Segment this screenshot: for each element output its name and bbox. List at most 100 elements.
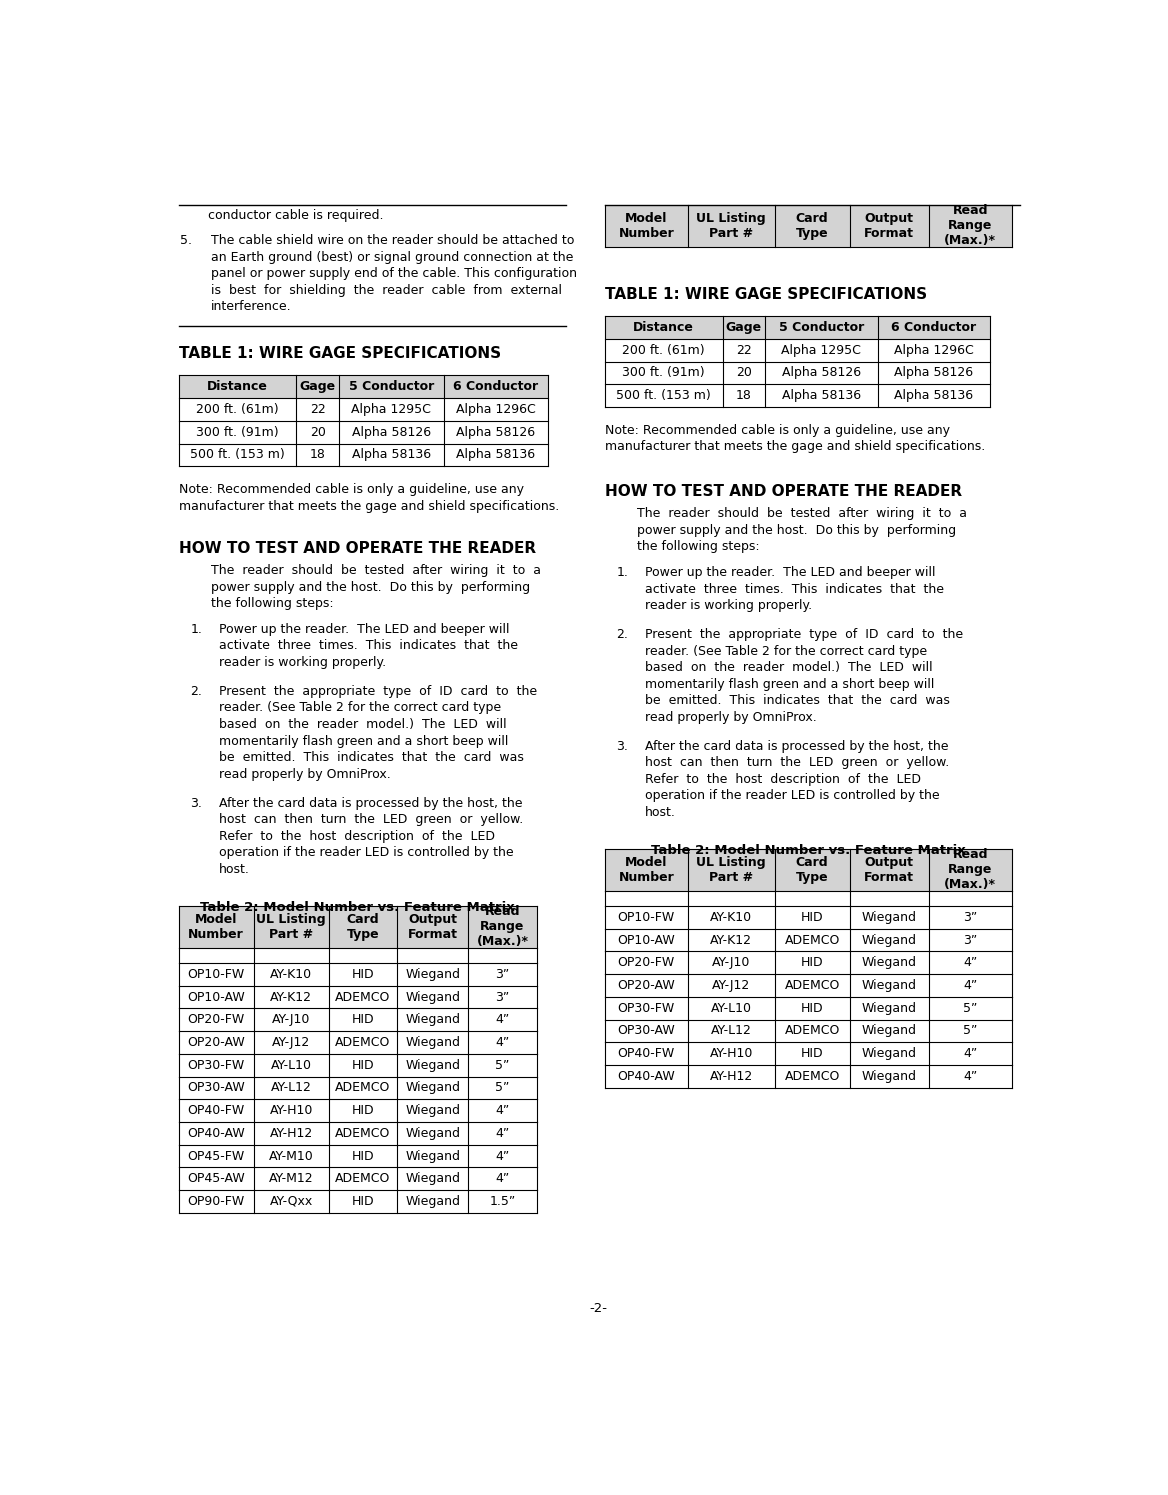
Text: 18: 18 <box>736 389 752 402</box>
Text: After the card data is processed by the host, the: After the card data is processed by the … <box>218 797 522 810</box>
Text: host  can  then  turn  the  LED  green  or  yellow.: host can then turn the LED green or yell… <box>645 756 950 770</box>
Text: Wiegand: Wiegand <box>405 1058 460 1072</box>
Text: power supply and the host.  Do this by  performing: power supply and the host. Do this by pe… <box>211 580 530 594</box>
Text: Alpha 58126: Alpha 58126 <box>895 366 973 380</box>
Text: Power up the reader.  The LED and beeper will: Power up the reader. The LED and beeper … <box>645 567 936 579</box>
Text: 200 ft. (61m): 200 ft. (61m) <box>196 404 279 416</box>
Text: The cable shield wire on the reader should be attached to: The cable shield wire on the reader shou… <box>211 235 575 247</box>
Text: Model
Number: Model Number <box>618 212 674 239</box>
Text: Wiegand: Wiegand <box>862 933 917 946</box>
Text: activate  three  times.  This  indicates  that  the: activate three times. This indicates tha… <box>645 583 944 595</box>
Text: Alpha 58126: Alpha 58126 <box>781 366 861 380</box>
Text: 5”: 5” <box>495 1058 509 1072</box>
Text: 22: 22 <box>736 344 752 357</box>
Text: 4”: 4” <box>964 957 978 969</box>
Text: 4”: 4” <box>495 1014 509 1026</box>
Text: OP20-AW: OP20-AW <box>618 979 675 993</box>
Text: HID: HID <box>352 1058 374 1072</box>
Text: ADEMCO: ADEMCO <box>785 1070 840 1082</box>
Text: reader is working properly.: reader is working properly. <box>645 599 812 611</box>
Text: Read
Range
(Max.)*: Read Range (Max.)* <box>477 904 528 948</box>
Text: AY-J10: AY-J10 <box>272 1014 311 1026</box>
Text: 20: 20 <box>736 366 752 380</box>
Text: Alpha 1296C: Alpha 1296C <box>894 344 974 357</box>
Text: Output
Format: Output Format <box>864 855 915 884</box>
Text: OP10-FW: OP10-FW <box>618 910 675 924</box>
Text: Model
Number: Model Number <box>188 912 244 940</box>
Text: Alpha 1296C: Alpha 1296C <box>456 404 536 416</box>
Text: the following steps:: the following steps: <box>211 597 334 610</box>
Text: Read
Range
(Max.)*: Read Range (Max.)* <box>944 205 996 247</box>
Text: HID: HID <box>352 1105 374 1117</box>
Text: HID: HID <box>801 1002 823 1015</box>
Text: AY-L10: AY-L10 <box>271 1058 312 1072</box>
Text: TABLE 1: WIRE GAGE SPECIFICATIONS: TABLE 1: WIRE GAGE SPECIFICATIONS <box>605 287 927 302</box>
Text: Alpha 58136: Alpha 58136 <box>781 389 861 402</box>
Text: OP40-AW: OP40-AW <box>618 1070 675 1082</box>
Text: HID: HID <box>801 1046 823 1060</box>
Text: 4”: 4” <box>495 1150 509 1163</box>
Text: 20: 20 <box>310 426 326 438</box>
Text: 3”: 3” <box>964 933 978 946</box>
Text: Wiegand: Wiegand <box>405 991 460 1003</box>
Text: Note: Recommended cable is only a guideline, use any: Note: Recommended cable is only a guidel… <box>605 425 950 437</box>
Text: Wiegand: Wiegand <box>862 979 917 993</box>
Text: 3.: 3. <box>617 740 628 752</box>
Text: panel or power supply end of the cable. This configuration: panel or power supply end of the cable. … <box>211 268 577 280</box>
Text: Refer  to  the  host  description  of  the  LED: Refer to the host description of the LED <box>218 830 495 843</box>
Text: After the card data is processed by the host, the: After the card data is processed by the … <box>645 740 948 752</box>
Text: be  emitted.  This  indicates  that  the  card  was: be emitted. This indicates that the card… <box>645 694 950 707</box>
Text: 500 ft. (153 m): 500 ft. (153 m) <box>617 389 711 402</box>
Text: HOW TO TEST AND OPERATE THE READER: HOW TO TEST AND OPERATE THE READER <box>605 484 962 499</box>
Bar <box>179 375 548 398</box>
Text: ADEMCO: ADEMCO <box>335 1081 390 1094</box>
Text: based  on  the  reader  model.)  The  LED  will: based on the reader model.) The LED will <box>218 718 507 731</box>
Text: OP45-AW: OP45-AW <box>187 1172 245 1186</box>
Text: HOW TO TEST AND OPERATE THE READER: HOW TO TEST AND OPERATE THE READER <box>179 541 536 556</box>
Text: 22: 22 <box>310 404 326 416</box>
Text: 3”: 3” <box>964 910 978 924</box>
Text: 4”: 4” <box>495 1172 509 1186</box>
Text: host.: host. <box>218 863 250 876</box>
Text: Refer  to  the  host  description  of  the  LED: Refer to the host description of the LED <box>645 773 922 786</box>
Text: 4”: 4” <box>964 1046 978 1060</box>
Text: AY-J12: AY-J12 <box>712 979 750 993</box>
Text: AY-M12: AY-M12 <box>269 1172 314 1186</box>
Text: 1.: 1. <box>190 623 202 635</box>
Text: 4”: 4” <box>964 1070 978 1082</box>
Text: Alpha 58136: Alpha 58136 <box>352 448 431 462</box>
Text: based  on  the  reader  model.)  The  LED  will: based on the reader model.) The LED will <box>645 661 933 674</box>
Text: 1.: 1. <box>617 567 628 579</box>
Text: Wiegand: Wiegand <box>862 1070 917 1082</box>
Text: Wiegand: Wiegand <box>862 1046 917 1060</box>
Text: 1.5”: 1.5” <box>489 1195 515 1208</box>
Text: read properly by OmniProx.: read properly by OmniProx. <box>645 710 816 724</box>
Text: 3”: 3” <box>495 967 509 981</box>
Text: ADEMCO: ADEMCO <box>335 1172 390 1186</box>
Text: Output
Format: Output Format <box>408 912 458 940</box>
Text: OP40-FW: OP40-FW <box>188 1105 245 1117</box>
Text: reader is working properly.: reader is working properly. <box>218 656 385 670</box>
Text: Alpha 58136: Alpha 58136 <box>895 389 973 402</box>
Text: Wiegand: Wiegand <box>405 1036 460 1049</box>
Text: interference.: interference. <box>211 300 292 314</box>
Text: Model
Number: Model Number <box>618 855 674 884</box>
Text: 3.: 3. <box>190 797 202 810</box>
Text: AY-K10: AY-K10 <box>710 910 752 924</box>
Text: AY-J10: AY-J10 <box>712 957 750 969</box>
Text: Wiegand: Wiegand <box>405 1081 460 1094</box>
Text: ADEMCO: ADEMCO <box>335 1036 390 1049</box>
Text: Wiegand: Wiegand <box>405 1195 460 1208</box>
Text: UL Listing
Part #: UL Listing Part # <box>696 212 766 239</box>
Text: Distance: Distance <box>207 380 267 393</box>
Text: Wiegand: Wiegand <box>405 1172 460 1186</box>
Text: Card
Type: Card Type <box>795 855 828 884</box>
Text: operation if the reader LED is controlled by the: operation if the reader LED is controlle… <box>218 846 514 860</box>
Text: 5 Conductor: 5 Conductor <box>349 380 434 393</box>
Text: 5”: 5” <box>495 1081 509 1094</box>
Text: host  can  then  turn  the  LED  green  or  yellow.: host can then turn the LED green or yell… <box>218 813 523 827</box>
Text: The  reader  should  be  tested  after  wiring  it  to  a: The reader should be tested after wiring… <box>211 564 541 577</box>
Text: 6 Conductor: 6 Conductor <box>891 321 976 333</box>
Text: OP30-AW: OP30-AW <box>618 1024 675 1038</box>
Bar <box>605 315 990 339</box>
